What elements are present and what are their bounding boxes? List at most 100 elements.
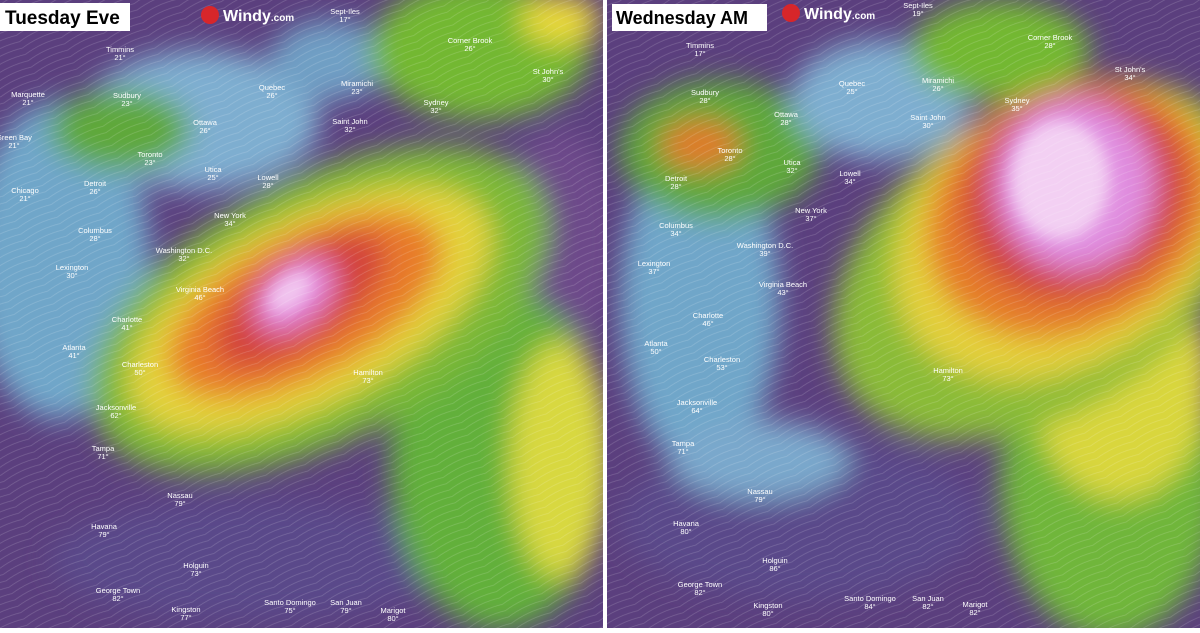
city-name: Utica [783, 158, 801, 167]
city-temp: 37° [648, 267, 659, 276]
city-temp: 21° [114, 53, 125, 62]
city-temp: 53° [716, 363, 727, 372]
city-name: Havana [91, 522, 118, 531]
city-name: George Town [678, 580, 722, 589]
city-name: St John's [1115, 65, 1146, 74]
city-name: Detroit [665, 174, 688, 183]
city-temp: 39° [759, 249, 770, 258]
city-name: Corner Brook [1028, 33, 1073, 42]
city-name: Sudbury [113, 91, 141, 100]
title-box [612, 4, 767, 31]
city-temp: 21° [22, 98, 33, 107]
city-name: Atlanta [644, 339, 668, 348]
city-name: Kingston [171, 605, 200, 614]
city-label: St John's30° [533, 67, 564, 84]
city-temp: 26° [464, 44, 475, 53]
city-name: Saint John [910, 113, 945, 122]
city-temp: 21° [8, 141, 19, 150]
city-name: Ottawa [774, 110, 799, 119]
city-temp: 71° [97, 452, 108, 461]
city-name: New York [214, 211, 246, 220]
city-temp: 50° [650, 347, 661, 356]
city-temp: 32° [178, 254, 189, 263]
city-temp: 41° [121, 323, 132, 332]
city-name: Marigot [962, 600, 988, 609]
city-name: Sept-Iles [330, 7, 360, 16]
city-temp: 32° [786, 166, 797, 175]
city-name: Miramichi [922, 76, 954, 85]
divider [603, 0, 607, 628]
city-name: Timmins [686, 41, 714, 50]
city-name: Chicago [11, 186, 39, 195]
city-name: Charlotte [693, 311, 723, 320]
city-name: Atlanta [62, 343, 86, 352]
city-name: Santo Domingo [844, 594, 896, 603]
city-temp: 73° [190, 569, 201, 578]
city-temp: 28° [780, 118, 791, 127]
city-name: New York [795, 206, 827, 215]
city-name: Toronto [137, 150, 162, 159]
city-temp: 41° [68, 351, 79, 360]
city-name: Ottawa [193, 118, 218, 127]
city-temp: 26° [266, 91, 277, 100]
city-name: Columbus [659, 221, 693, 230]
city-temp: 73° [362, 376, 373, 385]
city-name: Lexington [638, 259, 671, 268]
city-name: Detroit [84, 179, 107, 188]
city-temp: 34° [224, 219, 235, 228]
city-temp: 17° [339, 15, 350, 24]
city-temp: 80° [387, 614, 398, 623]
city-temp: 28° [262, 181, 273, 190]
panel-overlay: Tuesday Eve Windy.com Timmins21°Marquett… [0, 3, 564, 623]
logo-icon [201, 6, 219, 24]
city-name: Holguin [762, 556, 787, 565]
city-temp: 28° [724, 154, 735, 163]
city-temp: 64° [691, 406, 702, 415]
city-name: Tampa [92, 444, 115, 453]
city-name: Charlotte [112, 315, 142, 324]
city-temp: 17° [694, 49, 705, 58]
city-temp: 82° [969, 608, 980, 617]
right-map [607, 0, 1200, 628]
city-name: Hamilton [933, 366, 963, 375]
city-temp: 30° [922, 121, 933, 130]
city-name: Corner Brook [448, 36, 493, 45]
city-label: Washington D.C.39° [737, 241, 793, 258]
city-name: Santo Domingo [264, 598, 316, 607]
city-temp: 75° [284, 606, 295, 615]
left-map [0, 0, 603, 628]
city-name: San Juan [912, 594, 944, 603]
city-temp: 21° [19, 194, 30, 203]
city-temp: 26° [89, 187, 100, 196]
